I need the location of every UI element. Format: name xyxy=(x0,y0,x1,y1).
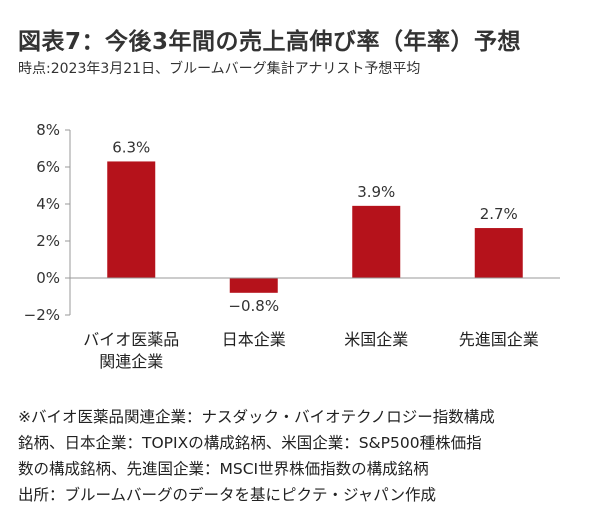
x-tick-label: 先進国企業 xyxy=(459,330,539,349)
y-tick-label: 0% xyxy=(36,269,60,287)
notes-block: ※バイオ医薬品関連企業：ナスダック・バイオテクノロジー指数構成 銘柄、日本企業：… xyxy=(18,404,598,508)
bar xyxy=(352,205,401,278)
note-line: 出所：ブルームバーグのデータを基にピクテ・ジャパン作成 xyxy=(18,486,437,504)
bar-chart: 8% 6% 4% 2% 0% −2% 6.3% −0.8% 3.9% 2.7% バイオ医薬品関連企業… xyxy=(24,121,560,371)
y-tick-label: 4% xyxy=(36,195,60,213)
y-tick-label: 6% xyxy=(36,158,60,176)
x-tick-label: 関連企業 xyxy=(99,352,163,371)
chart-subtitle: 時点:2023年3月21日、ブルームバーグ集計アナリスト予想平均 xyxy=(18,61,421,77)
note-line: 数の構成銘柄、先進国企業：MSCI世界株価指数の構成銘柄 xyxy=(18,460,429,478)
note-line: 銘柄、日本企業：TOPIXの構成銘柄、米国企業：S&P500種株価指 xyxy=(18,434,482,452)
data-label: −0.8% xyxy=(228,297,279,315)
data-label: 3.9% xyxy=(357,183,395,201)
x-tick-label: バイオ医薬品 xyxy=(83,330,179,349)
x-tick-label: 日本企業 xyxy=(222,330,286,349)
x-tick-label: 米国企業 xyxy=(344,330,408,349)
bar xyxy=(107,161,156,278)
data-label: 2.7% xyxy=(480,205,518,223)
y-tick-label: −2% xyxy=(24,306,60,324)
bar xyxy=(474,228,523,278)
chart-title: 図表7：今後3年間の売上高伸び率（年率）予想 xyxy=(18,29,522,55)
note-line: ※バイオ医薬品関連企業：ナスダック・バイオテクノロジー指数構成 xyxy=(18,408,495,426)
y-tick-label: 8% xyxy=(36,121,60,139)
data-label: 6.3% xyxy=(112,138,150,156)
bar xyxy=(229,278,278,293)
y-tick-label: 2% xyxy=(36,232,60,250)
